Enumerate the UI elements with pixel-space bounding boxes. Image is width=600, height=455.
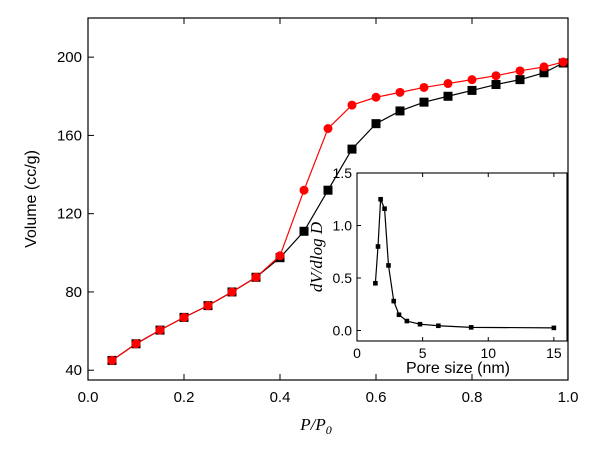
inset-plot-frame [356, 172, 568, 342]
data-point [539, 68, 549, 78]
data-point [491, 71, 501, 81]
data-point [107, 355, 117, 365]
y-tick-label: 0.5 [333, 270, 353, 286]
data-point [467, 85, 477, 95]
data-point [515, 66, 525, 76]
data-point [436, 323, 441, 329]
inset-plot-series [373, 196, 557, 331]
data-point [373, 280, 378, 286]
data-point [155, 325, 165, 335]
y-tick-label: 40 [65, 362, 82, 379]
inset-y-axis-label: dV/dlog D [307, 221, 326, 292]
x-tick-label: 0.4 [270, 389, 291, 406]
data-point [468, 325, 474, 330]
x-tick-label: 0.0 [78, 389, 99, 406]
data-point [539, 62, 549, 72]
data-point [558, 57, 568, 67]
data-point [491, 80, 501, 90]
data-point [275, 251, 285, 261]
data-point [386, 263, 391, 268]
x-tick-label: 10 [480, 345, 496, 361]
x-axis-label: P/P0 [299, 415, 332, 437]
x-tick-label: 0.8 [462, 389, 483, 406]
data-point [395, 106, 405, 116]
inset-axis-ticks: 0 5 10 15 0.0 0.5 1.0 1.5 [333, 165, 562, 361]
x-tick-label: 5 [419, 345, 427, 361]
data-point [323, 124, 333, 134]
data-point [443, 91, 453, 101]
data-point [382, 206, 387, 211]
data-point [251, 272, 261, 282]
data-point [299, 226, 309, 236]
x-tick-label: 0 [353, 345, 361, 361]
y-tick-label: 1.0 [333, 218, 353, 234]
data-point [419, 82, 429, 92]
main-axis-ticks: 0.0 0.2 0.4 0.6 0.8 1.0 40 80 120 160 200 [57, 18, 578, 406]
y-tick-label: 160 [57, 127, 82, 144]
data-point [227, 287, 237, 297]
x-axis-label-main: P/P [299, 415, 326, 434]
data-point [443, 79, 453, 89]
data-point [375, 244, 381, 249]
x-tick-label: 0.2 [174, 389, 195, 406]
inset-x-axis-label: Pore size (nm) [406, 360, 510, 377]
series-line [374, 199, 554, 329]
y-tick-label: 80 [65, 284, 82, 301]
data-point [395, 87, 405, 97]
data-point [396, 312, 402, 318]
y-tick-label: 0.0 [333, 323, 353, 339]
data-point [371, 119, 381, 129]
data-point [515, 75, 525, 85]
data-point [131, 339, 141, 349]
y-tick-label: 200 [57, 49, 82, 66]
data-point [404, 318, 410, 324]
y-axis-label: Volume (cc/g) [23, 150, 40, 248]
x-tick-label: 1.0 [558, 389, 579, 406]
data-point [417, 321, 423, 327]
data-point [347, 144, 357, 154]
y-tick-label: 1.5 [333, 165, 353, 181]
data-point [391, 298, 397, 304]
data-point [467, 75, 477, 85]
x-tick-label: 15 [546, 345, 562, 361]
data-point [371, 92, 381, 102]
data-point [419, 97, 429, 107]
data-point [551, 325, 557, 331]
data-point [179, 312, 189, 322]
data-point [203, 301, 213, 311]
data-point [347, 100, 357, 110]
data-point [378, 196, 383, 202]
main-plot-series [107, 57, 568, 365]
y-tick-label: 120 [57, 206, 82, 223]
data-point [323, 185, 333, 195]
x-tick-label: 0.6 [366, 389, 387, 406]
main-plot-frame [87, 17, 569, 381]
x-axis-label-subscript: 0 [326, 423, 332, 437]
data-point [299, 185, 309, 195]
